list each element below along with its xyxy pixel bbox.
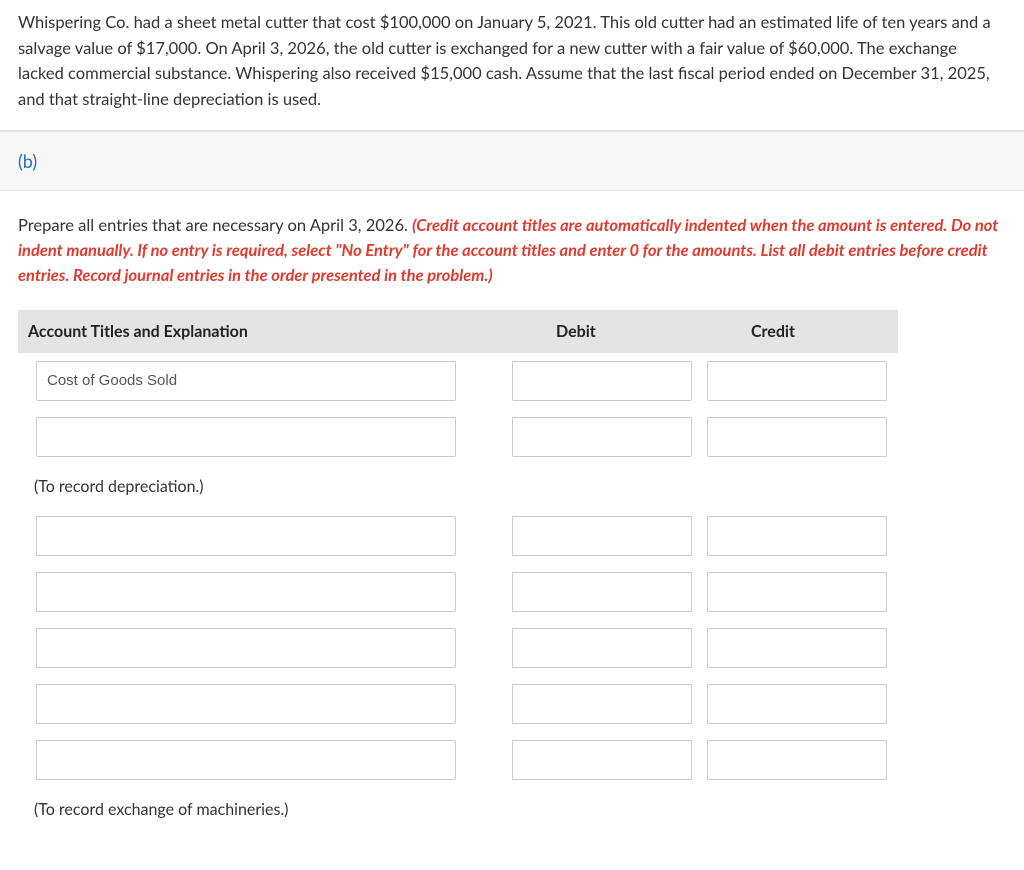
credit-input[interactable]: [707, 516, 887, 556]
debit-input[interactable]: [512, 417, 692, 457]
entry-note: (To record depreciation.): [18, 465, 898, 508]
debit-input[interactable]: [512, 572, 692, 612]
credit-input[interactable]: [707, 361, 887, 401]
account-title-input[interactable]: [36, 361, 456, 401]
table-row: [18, 676, 898, 732]
table-row: [18, 732, 898, 788]
credit-input[interactable]: [707, 628, 887, 668]
credit-input[interactable]: [707, 572, 887, 612]
header-credit: Credit: [703, 310, 898, 353]
content-area: Prepare all entries that are necessary o…: [0, 191, 1024, 840]
instruction-text: Prepare all entries that are necessary o…: [18, 215, 412, 235]
entry-note: (To record exchange of machineries.): [18, 788, 898, 831]
table-header-row: Account Titles and Explanation Debit Cre…: [18, 310, 898, 353]
account-title-input[interactable]: [36, 684, 456, 724]
debit-input[interactable]: [512, 628, 692, 668]
header-account: Account Titles and Explanation: [18, 310, 508, 353]
instructions: Prepare all entries that are necessary o…: [18, 213, 1006, 287]
table-row: [18, 409, 898, 465]
part-label: (b): [0, 131, 1024, 191]
account-title-input[interactable]: [36, 417, 456, 457]
debit-input[interactable]: [512, 740, 692, 780]
debit-input[interactable]: [512, 684, 692, 724]
debit-input[interactable]: [512, 361, 692, 401]
table-row: [18, 353, 898, 409]
header-debit: Debit: [508, 310, 703, 353]
credit-input[interactable]: [707, 740, 887, 780]
account-title-input[interactable]: [36, 572, 456, 612]
credit-input[interactable]: [707, 684, 887, 724]
account-title-input[interactable]: [36, 628, 456, 668]
table-row: [18, 564, 898, 620]
table-row: [18, 620, 898, 676]
debit-input[interactable]: [512, 516, 692, 556]
credit-input[interactable]: [707, 417, 887, 457]
account-title-input[interactable]: [36, 516, 456, 556]
problem-statement: Whispering Co. had a sheet metal cutter …: [0, 0, 1024, 130]
table-row: [18, 508, 898, 564]
account-title-input[interactable]: [36, 740, 456, 780]
journal-entry-table: Account Titles and Explanation Debit Cre…: [18, 310, 898, 831]
